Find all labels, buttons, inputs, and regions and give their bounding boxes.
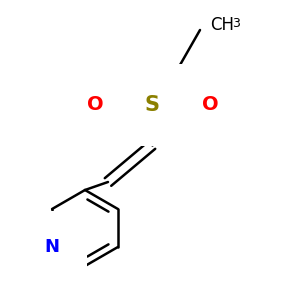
Text: O: O (202, 95, 218, 115)
Text: N: N (45, 238, 60, 256)
Text: S: S (145, 95, 160, 115)
Text: CH: CH (210, 16, 234, 34)
Text: 3: 3 (232, 17, 240, 30)
Text: O: O (87, 95, 103, 115)
